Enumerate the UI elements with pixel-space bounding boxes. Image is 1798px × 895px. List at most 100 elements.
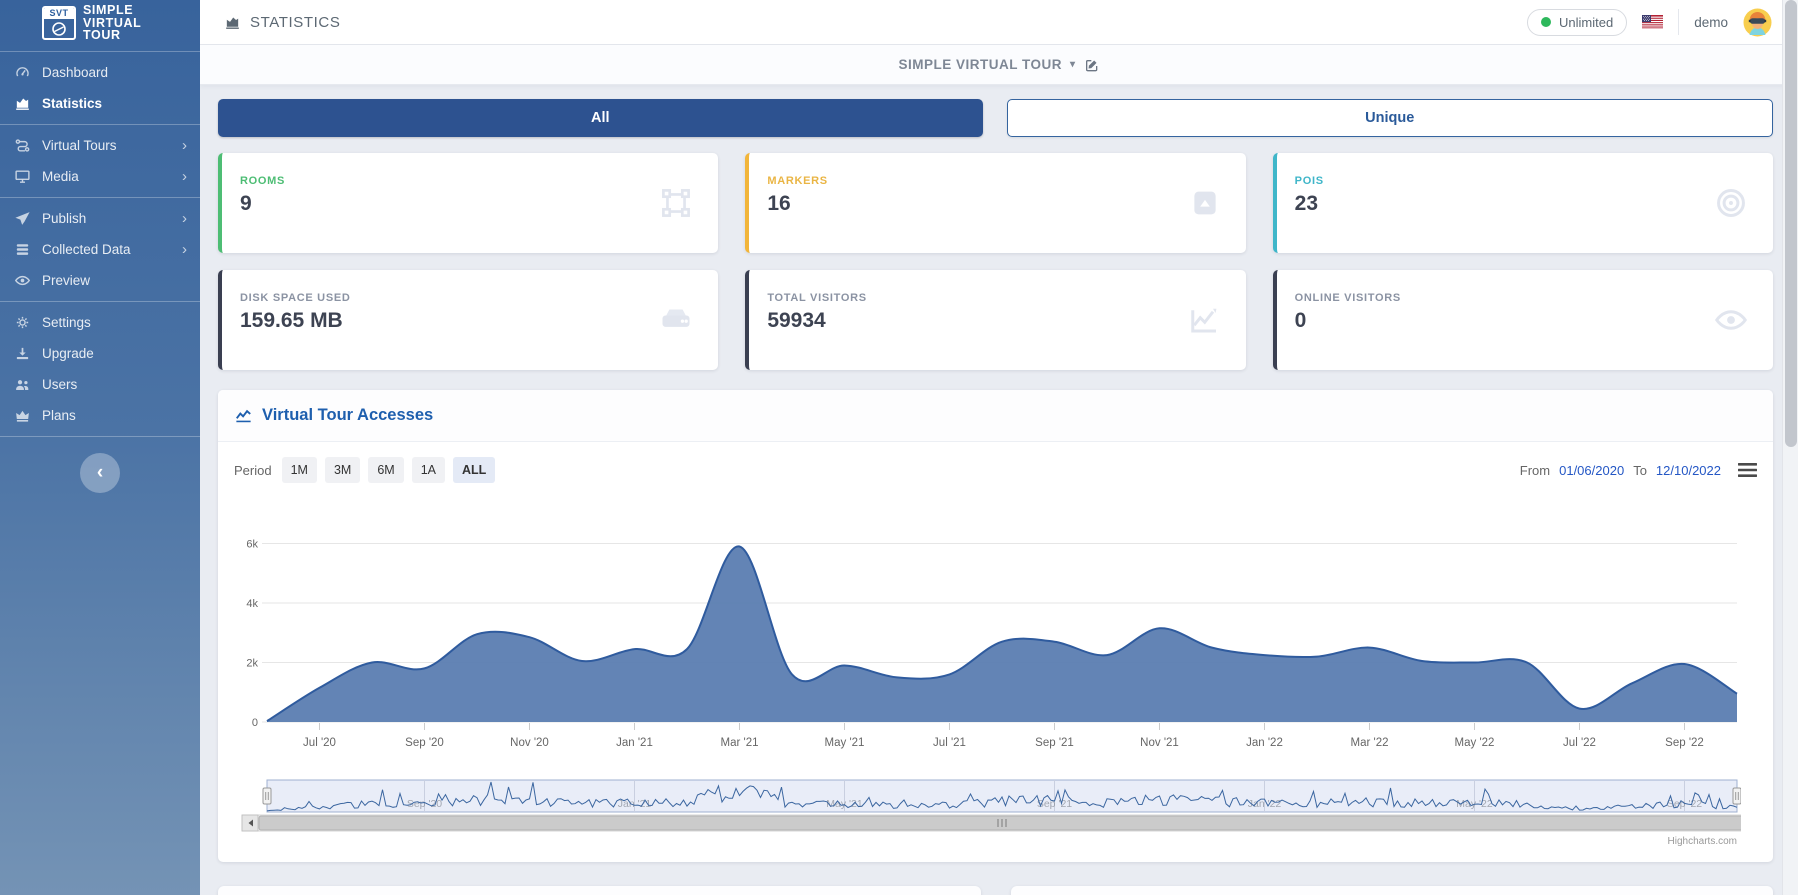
card-value: 159.65 MB	[240, 309, 696, 333]
sidebar-item-statistics[interactable]: Statistics	[0, 88, 200, 119]
card-label: POIS	[1295, 175, 1751, 187]
unique-button[interactable]: Unique	[1007, 99, 1774, 137]
from-date-input[interactable]: 01/06/2020	[1559, 463, 1624, 478]
card-label: TOTAL VISITORS	[767, 292, 1223, 304]
sidebar-item-publish[interactable]: Publish ›	[0, 203, 200, 234]
sidebar-item-media[interactable]: Media ›	[0, 161, 200, 192]
highcharts-credit[interactable]: Highcharts.com	[1668, 836, 1737, 847]
sidebar-item-label: Plans	[42, 408, 76, 423]
chevron-right-icon: ›	[182, 169, 187, 184]
sidebar-item-label: Upgrade	[42, 346, 94, 361]
date-range: From 01/06/2020 To 12/10/2022	[1520, 462, 1757, 478]
card-label: DISK SPACE USED	[240, 292, 696, 304]
x-axis-tick-label: May '22	[1455, 737, 1495, 749]
period-1a-button[interactable]: 1A	[412, 457, 445, 483]
period-label: Period	[234, 463, 272, 478]
sidebar-item-plans[interactable]: Plans	[0, 400, 200, 431]
total-visitors-card: TOTAL VISITORS 59934	[745, 270, 1245, 370]
chevron-right-icon: ›	[182, 242, 187, 257]
navigator-right-handle[interactable]	[1733, 788, 1741, 804]
status-dot-icon	[1541, 17, 1551, 27]
logo-title: SIMPLE VIRTUAL TOUR	[83, 4, 141, 42]
hdd-icon	[658, 302, 694, 338]
chart-line-icon	[1186, 302, 1222, 338]
gear-icon	[13, 314, 31, 331]
period-3m-button[interactable]: 3M	[325, 457, 360, 483]
card-value: 23	[1295, 192, 1751, 216]
period-6m-button[interactable]: 6M	[368, 457, 403, 483]
avatar[interactable]	[1743, 8, 1772, 37]
app-logo[interactable]: SVT SIMPLE VIRTUAL TOUR	[0, 0, 200, 46]
content-area: All Unique ROOMS 9 MARKERS 16 POIS 23	[200, 85, 1798, 895]
sidebar-item-label: Dashboard	[42, 65, 108, 80]
x-axis-tick-label: Jul '20	[303, 737, 336, 749]
chart-scrollbar[interactable]	[242, 815, 1741, 831]
sidebar-collapse-button[interactable]: ‹	[80, 453, 120, 493]
card-label: MARKERS	[767, 175, 1223, 187]
sidebar-item-upgrade[interactable]: Upgrade	[0, 338, 200, 369]
crown-icon	[13, 407, 31, 424]
area-series[interactable]	[267, 546, 1737, 722]
sidebar-item-label: Users	[42, 377, 77, 392]
x-axis-tick-label: Sep '20	[405, 737, 444, 749]
all-button[interactable]: All	[218, 99, 983, 137]
panel-title: Virtual Tour Accesses	[262, 406, 433, 425]
bottom-panel-right	[1011, 886, 1774, 895]
x-axis-tick-label: Jul '22	[1563, 737, 1596, 749]
chart-line-icon	[234, 406, 253, 425]
tour-selector-dropdown[interactable]: SIMPLE VIRTUAL TOUR	[898, 57, 1062, 72]
paper-plane-icon	[13, 210, 31, 227]
sidebar-item-dashboard[interactable]: Dashboard	[0, 57, 200, 88]
page-scrollbar-thumb[interactable]	[1785, 0, 1797, 447]
sidebar-divider	[0, 124, 200, 125]
language-flag-icon[interactable]	[1642, 15, 1663, 29]
sidebar-item-label: Virtual Tours	[42, 138, 117, 153]
period-all-button[interactable]: ALL	[453, 457, 495, 483]
logo-badge-text: SVT	[44, 8, 74, 19]
sidebar-item-users[interactable]: Users	[0, 369, 200, 400]
x-axis-tick-label: Mar '21	[721, 737, 759, 749]
y-axis-tick-label: 6k	[246, 539, 258, 551]
sidebar: SVT SIMPLE VIRTUAL TOUR Dashboard Statis…	[0, 0, 200, 895]
sidebar-divider	[0, 436, 200, 437]
sidebar-item-settings[interactable]: Settings	[0, 307, 200, 338]
plan-badge[interactable]: Unlimited	[1527, 9, 1627, 36]
stat-cards-grid: ROOMS 9 MARKERS 16 POIS 23 DISK SPACE US…	[218, 153, 1773, 370]
from-label: From	[1520, 463, 1550, 478]
card-label: ONLINE VISITORS	[1295, 292, 1751, 304]
virtual-tour-accesses-panel: Virtual Tour Accesses Period 1M 3M 6M 1A…	[218, 390, 1773, 862]
navigator-left-handle[interactable]	[263, 788, 271, 804]
vector-square-icon	[658, 185, 694, 221]
sidebar-item-virtual-tours[interactable]: Virtual Tours ›	[0, 130, 200, 161]
to-label: To	[1633, 463, 1647, 478]
accesses-area-chart[interactable]: 02k4k6kJul '20Sep '20Nov '20Jan '21Mar '…	[234, 498, 1741, 848]
sidebar-item-preview[interactable]: Preview	[0, 265, 200, 296]
chart-area[interactable]: 02k4k6kJul '20Sep '20Nov '20Jan '21Mar '…	[218, 498, 1773, 862]
sidebar-item-collected-data[interactable]: Collected Data ›	[0, 234, 200, 265]
x-axis-tick-label: Jul '21	[933, 737, 966, 749]
bottom-panels-row	[218, 886, 1773, 895]
x-axis-tick-label: Mar '22	[1351, 737, 1389, 749]
chart-menu-icon[interactable]	[1738, 462, 1757, 478]
x-axis-tick-label: Jan '22	[1246, 737, 1283, 749]
edit-tour-icon[interactable]	[1084, 57, 1100, 73]
period-1m-button[interactable]: 1M	[282, 457, 317, 483]
x-axis-tick-label: Nov '20	[510, 737, 549, 749]
top-header: STATISTICS Unlimited demo	[200, 0, 1798, 45]
pois-card: POIS 23	[1273, 153, 1773, 253]
eye-icon	[13, 272, 31, 289]
main-area: STATISTICS Unlimited demo	[200, 0, 1798, 895]
image-marker-icon	[1188, 186, 1222, 220]
page-scrollbar[interactable]	[1782, 0, 1798, 895]
eye-icon	[1713, 302, 1749, 338]
chevron-down-icon[interactable]: ▾	[1070, 59, 1076, 70]
navigator-tick-label: May '21	[826, 798, 863, 810]
sidebar-item-label: Settings	[42, 315, 91, 330]
online-visitors-card: ONLINE VISITORS 0	[1273, 270, 1773, 370]
plan-badge-label: Unlimited	[1559, 15, 1613, 30]
x-axis-tick-label: Nov '21	[1140, 737, 1179, 749]
to-date-input[interactable]: 12/10/2022	[1656, 463, 1721, 478]
route-icon	[13, 137, 31, 154]
username[interactable]: demo	[1694, 15, 1728, 30]
period-row: Period 1M 3M 6M 1A ALL From 01/06/2020 T…	[218, 442, 1773, 498]
